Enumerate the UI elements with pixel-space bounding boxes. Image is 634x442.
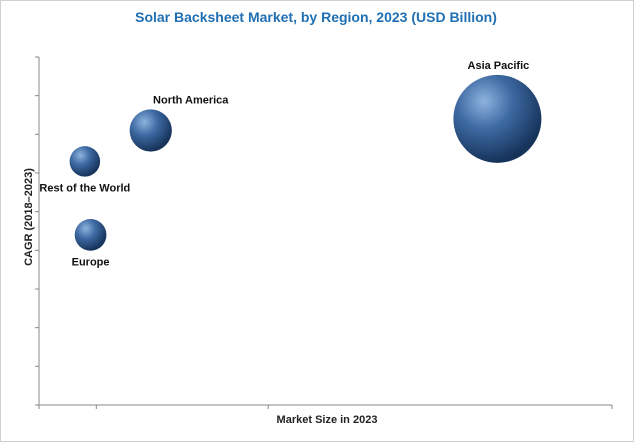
bubble-asia-pacific [453,74,542,163]
y-axis-ticks [35,56,39,406]
bubble-label-europe: Europe [72,257,110,269]
bubble-europe [74,219,107,251]
bubbles-group [69,74,542,251]
bubble-north-america [129,109,172,152]
bubble-label-asia-pacific: Asia Pacific [468,60,530,72]
chart-title: Solar Backsheet Market, by Region, 2023 … [135,9,497,25]
bubble-label-rest-of-the-world: Rest of the World [39,183,130,195]
bubble-rest-of-the-world [69,146,101,177]
x-axis-label: Market Size in 2023 [276,414,378,426]
bubble-labels-group: Asia Pacific North America Rest of the Wor… [39,60,529,269]
x-axis-ticks [38,405,613,409]
bubble-label-north-america: North America [153,94,229,106]
